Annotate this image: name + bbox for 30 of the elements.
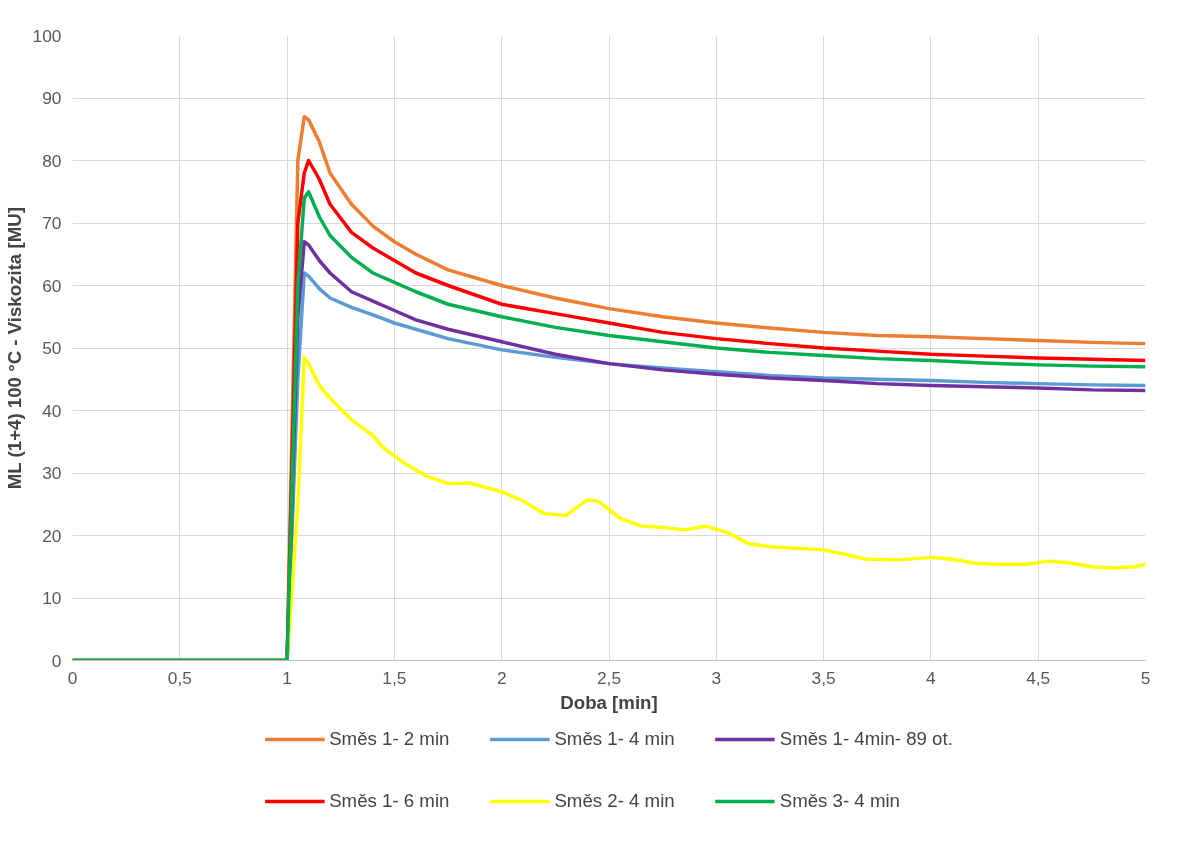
legend-label: Směs 3- 4 min bbox=[779, 790, 900, 812]
x-tick-label: 1 bbox=[282, 667, 292, 688]
x-tick-label: 2 bbox=[496, 667, 507, 688]
legend-label: Směs 2- 4 min bbox=[554, 790, 675, 812]
x-tick-label: 4,5 bbox=[1026, 667, 1051, 688]
y-tick-label: 80 bbox=[42, 150, 62, 171]
y-tick-label: 30 bbox=[42, 463, 62, 483]
x-tick-label: 0 bbox=[67, 667, 78, 688]
y-tick-label: 90 bbox=[42, 88, 62, 108]
legend-label: Směs 1- 4min- 89 ot. bbox=[779, 728, 953, 750]
x-tick-label: 3,5 bbox=[811, 667, 836, 688]
y-tick-label: 100 bbox=[32, 25, 62, 46]
x-tick-label: 1,5 bbox=[382, 667, 407, 688]
x-tick-label: 3 bbox=[711, 667, 722, 688]
legend-label: Směs 1- 4 min bbox=[554, 728, 675, 750]
y-tick-label: 20 bbox=[42, 525, 62, 546]
y-tick-label: 40 bbox=[42, 400, 62, 421]
legend-label: Směs 1- 6 min bbox=[329, 790, 450, 812]
y-tick-label: 10 bbox=[42, 588, 62, 608]
y-tick-label: 50 bbox=[42, 338, 62, 358]
x-tick-label: 4 bbox=[926, 667, 937, 688]
y-tick-label: 0 bbox=[51, 650, 62, 671]
y-axis-title: ML (1+4) 100 °C - Viskozita [MU] bbox=[3, 207, 25, 490]
x-tick-label: 0,5 bbox=[167, 667, 192, 688]
x-tick-label: 5 bbox=[1140, 667, 1151, 688]
legend-label: Směs 1- 2 min bbox=[329, 728, 450, 750]
x-tick-label: 2,5 bbox=[596, 667, 622, 688]
x-axis-title: Doba [min] bbox=[560, 691, 658, 713]
y-tick-label: 60 bbox=[42, 275, 62, 296]
y-tick-label: 70 bbox=[42, 213, 62, 233]
